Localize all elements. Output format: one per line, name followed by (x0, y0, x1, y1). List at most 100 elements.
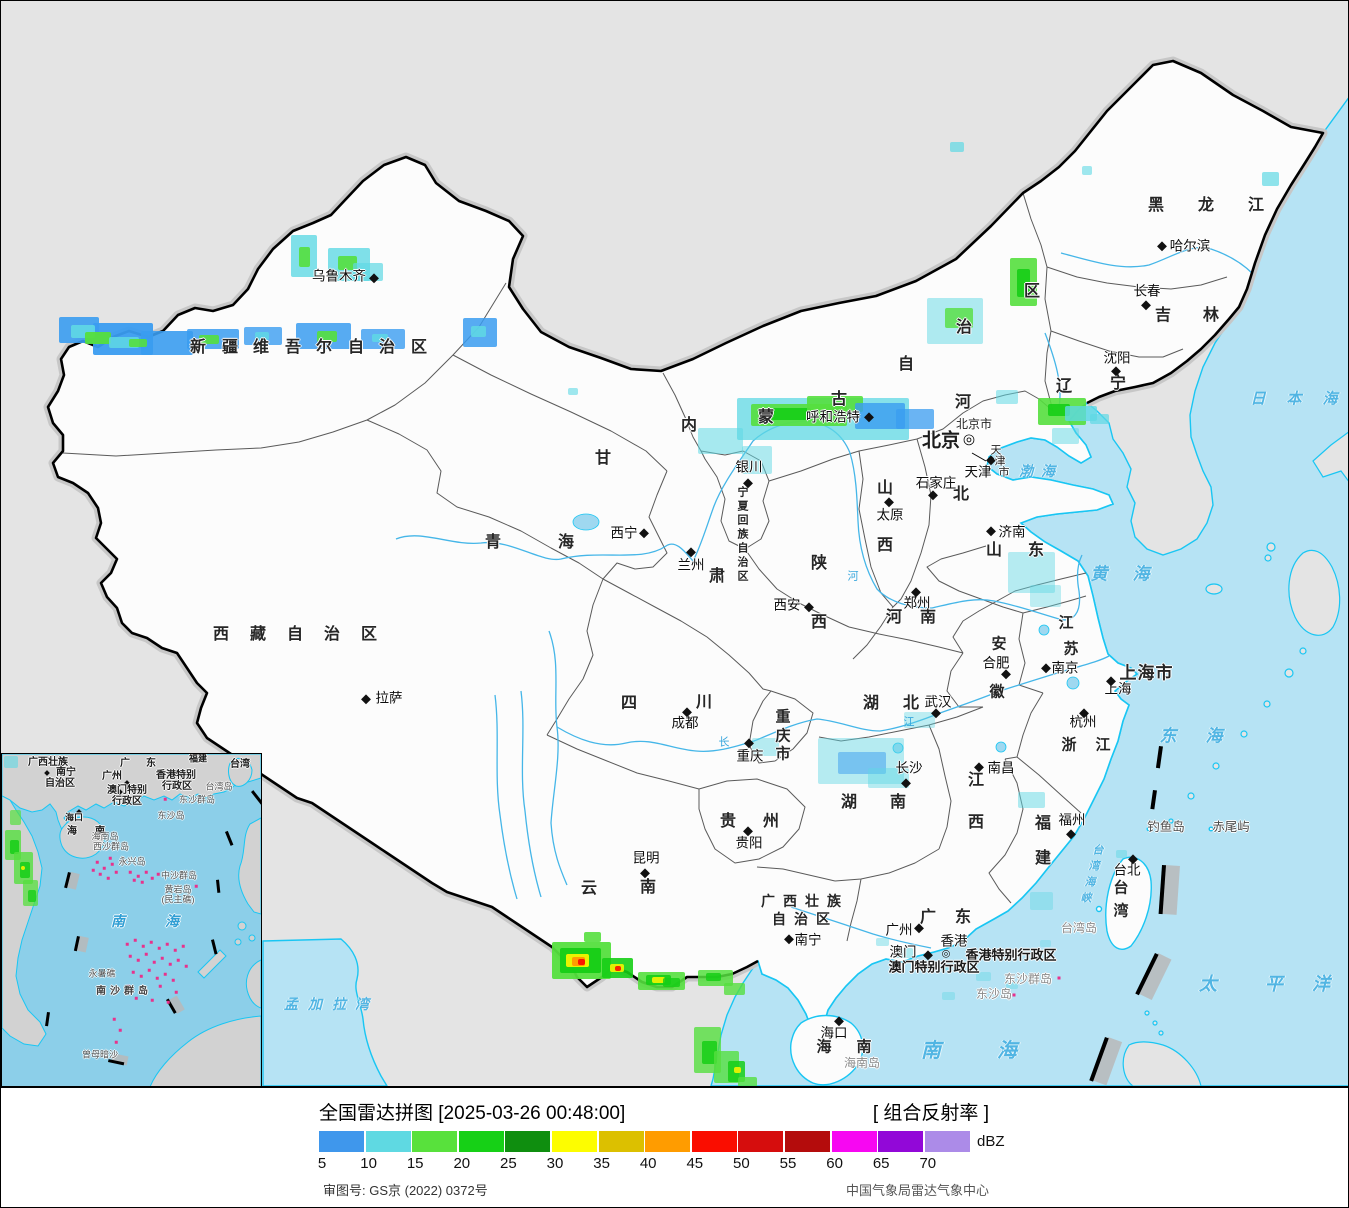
inset-reef-mark (166, 1000, 170, 1004)
inset-land (2, 754, 261, 1086)
scale-cell-60 (831, 1131, 877, 1152)
inset-label-西沙群岛: 西沙群岛 (92, 841, 130, 852)
radar-echo-patch (20, 862, 30, 878)
inset-label-永兴岛: 永兴岛 (118, 856, 146, 867)
map-title: 全国雷达拼图 [2025-03-26 00:48:00] (319, 1103, 626, 1124)
inset-reef-mark (141, 944, 145, 948)
inset-reef-mark (139, 974, 143, 978)
scale-tick-70: 70 (919, 1155, 937, 1172)
inset-city-marker (44, 770, 50, 776)
radar-echo-patch (4, 756, 18, 768)
inset-reef-mark (163, 972, 167, 976)
inset-label-永暑礁: 永暑礁 (88, 968, 116, 979)
inset-reef-mark (157, 946, 161, 950)
scale-cell-15 (412, 1131, 458, 1152)
inset-label-台湾: 台湾 (230, 759, 250, 770)
inset-reef-mark (136, 958, 140, 962)
nine-dash-segment (211, 939, 218, 955)
tianjin-pointer-line (971, 452, 987, 462)
inset-label-东: 东 (146, 758, 156, 769)
inset-reef-mark (173, 948, 177, 952)
inset-label-海口: 海口 (64, 812, 84, 823)
scale-tick-row: 5 10 15 20 25 30 35 40 45 50 55 60 65 70 (1, 1155, 1348, 1173)
inset-label-广西壮族: 广西壮族 (28, 757, 68, 768)
inset-reef-mark (174, 990, 178, 994)
inset-reef-mark (171, 978, 175, 982)
unit-label: dBZ (977, 1133, 1005, 1150)
inset-reef-mark (134, 996, 138, 1000)
scale-cell-55 (785, 1131, 830, 1152)
inset-label-福建: 福建 (188, 753, 208, 764)
scale-tick-30: 30 (546, 1155, 564, 1172)
legend-panel: 全国雷达拼图 [2025-03-26 00:48:00] [ 组合反射率 ] d… (1, 1088, 1348, 1207)
inset-basemap-svg (2, 754, 261, 1086)
scale-tick-35: 35 (593, 1155, 610, 1172)
scale-cell-45 (691, 1131, 737, 1152)
inset-reef-mark (98, 872, 102, 876)
inset-label-曾母暗沙: 曾母暗沙 (81, 1049, 119, 1060)
inset-reef-mark (114, 1040, 118, 1044)
nine-dash-segment (45, 1012, 50, 1027)
inset-reef-mark (108, 856, 112, 860)
rivers (395, 247, 1254, 949)
inset-label-黄岩岛: 黄岩岛 (164, 884, 192, 895)
inset-label-南: 南 (95, 826, 105, 837)
inset-reef-mark (114, 870, 118, 874)
scale-cell-25 (505, 1131, 551, 1152)
scale-tick-15: 15 (406, 1155, 424, 1172)
inset-reef-mark (128, 870, 132, 874)
sea-bay-of-bengal (262, 938, 388, 1086)
scale-tick-55: 55 (779, 1155, 797, 1172)
inset-reef-mark (128, 954, 132, 958)
south-china-sea-inset: 广西壮族 南宁 自治区广东广州 香港特别 行政区 澳门特别 行政区 台湾 福建 台湾岛 东沙群岛 东沙… (1, 753, 262, 1086)
inset-label-行政区: 行政区 (112, 796, 142, 807)
scale-tick-40: 40 (639, 1155, 657, 1172)
product-label: [ 组合反射率 ] (872, 1103, 989, 1124)
inset-label-东沙群岛: 东沙群岛 (178, 794, 216, 805)
scale-cell-70 (924, 1131, 970, 1152)
inset-label-广: 广 (120, 758, 130, 769)
inset-reef-mark (144, 952, 148, 956)
inset-reef-mark (110, 862, 114, 866)
scale-cell-20 (458, 1131, 504, 1152)
foreign-islands (1122, 431, 1348, 1086)
inset-label-中沙群岛: 中沙群岛 (160, 870, 198, 881)
scale-tick-65: 65 (872, 1155, 890, 1172)
scale-cell-35 (598, 1131, 644, 1152)
inset-label-海: 海 (67, 826, 77, 837)
inset-reef-mark (147, 968, 151, 972)
scale-cell-5 (319, 1131, 364, 1152)
inset-reef-mark (158, 984, 162, 988)
inset-reef-mark (144, 870, 148, 874)
inset-reef-mark (156, 872, 160, 876)
scale-cell-50 (738, 1131, 784, 1152)
scale-tick-25: 25 (500, 1155, 517, 1172)
inset-reef-mark (112, 1017, 116, 1021)
inset-reef-mark (165, 942, 169, 946)
inset-reef-mark (163, 797, 167, 801)
inset-reef-mark (91, 868, 95, 872)
radar-echo-patch (21, 866, 25, 870)
inset-label-自治区: 自治区 (45, 778, 75, 789)
inset-reef-mark (176, 958, 180, 962)
radar-echo-patch (28, 890, 36, 902)
nine-dash-segment (251, 790, 261, 805)
inset-reef-mark (150, 998, 154, 1002)
china-radar-map: 黑龙江吉林辽宁内蒙古自治区新疆维吾尔自治区西藏自治区青海甘肃宁夏回族自治区陕西山… (1, 1, 1348, 1088)
scale-cell-65 (878, 1131, 924, 1152)
inset-reef-mark (149, 940, 153, 944)
inset-reef-mark (126, 984, 130, 988)
inset-reef-mark (181, 944, 185, 948)
scale-cell-40 (645, 1131, 691, 1152)
inset-label-南沙群岛: 南沙群岛 (96, 986, 152, 997)
license-text: 审图号: GS京 (2022) 0372号 (323, 1183, 488, 1198)
nine-dash-segment (216, 879, 220, 893)
scale-tick-20: 20 (453, 1155, 471, 1172)
china-islands (790, 826, 1214, 1086)
inset-reef-mark (125, 942, 129, 946)
inset-reef-mark (140, 880, 144, 884)
scale-tick-50: 50 (733, 1155, 750, 1172)
inset-overlay-layer: 广西壮族 南宁 自治区广东广州 香港特别 行政区 澳门特别 行政区 台湾 福建 台湾岛 东沙群岛 东沙… (2, 753, 261, 1086)
inset-reef-mark (152, 960, 156, 964)
